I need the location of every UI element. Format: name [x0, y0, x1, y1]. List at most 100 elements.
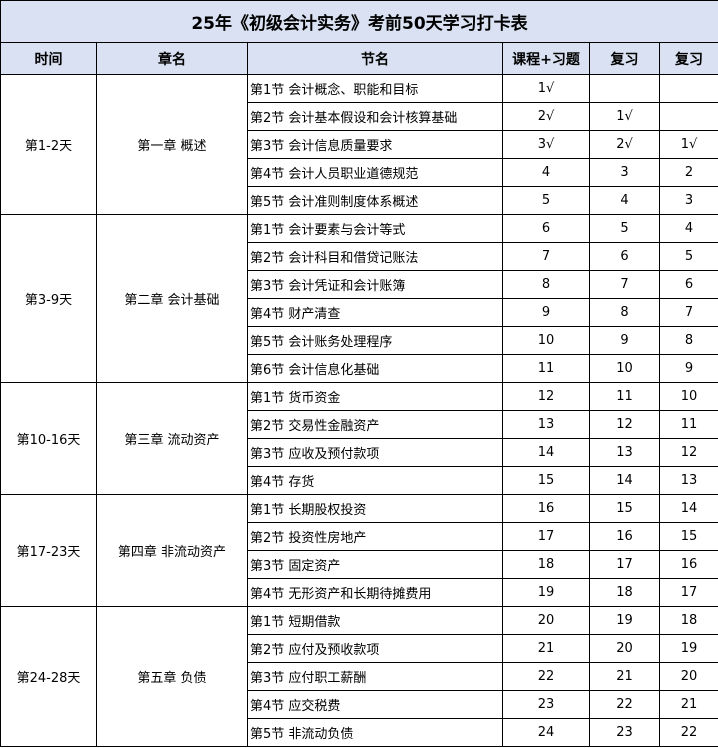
table-row: 第2节 应付及预收款项 21 20 19 — [1, 634, 718, 663]
course-cell: 18 — [502, 550, 590, 579]
section-cell: 第5节 非流动负债 — [247, 718, 503, 747]
section-cell: 第2节 投资性房地产 — [247, 522, 503, 551]
course-cell: 13 — [502, 410, 590, 439]
time-cell: 第24-28天 — [0, 606, 97, 747]
course-cell: 24 — [502, 718, 590, 747]
review-1-cell: 2√ — [589, 130, 660, 159]
review-2-cell: 1√ — [658, 130, 718, 159]
course-cell: 15 — [502, 466, 590, 495]
review-1-cell: 13 — [589, 438, 660, 467]
table-title: 25年《初级会计实务》考前50天学习打卡表 — [0, 0, 718, 43]
table-row: 第17-23天 第四章 非流动资产 第1节 长期股权投资 16 15 14 — [0, 494, 718, 607]
table-row: 第1-2天 第一章 概述 第1节 会计概念、职能和目标 1√ — [0, 74, 718, 215]
header-review-1: 复习 — [589, 42, 660, 75]
review-2-cell: 9 — [658, 354, 718, 383]
time-cell: 第1-2天 — [0, 74, 97, 215]
review-2-cell: 11 — [658, 410, 718, 439]
review-2-cell: 18 — [658, 606, 718, 635]
section-cell: 第1节 短期借款 — [247, 606, 503, 635]
review-2-cell: 2 — [658, 158, 718, 187]
review-2-cell: 8 — [658, 326, 718, 355]
course-cell: 8 — [502, 270, 590, 299]
chapter-cell: 第二章 会计基础 — [96, 214, 248, 383]
course-cell: 1√ — [502, 74, 590, 103]
course-cell: 19 — [502, 578, 590, 607]
table-row: 第4节 会计人员职业道德规范 4 3 2 — [1, 158, 718, 187]
table-row: 第10-16天 第三章 流动资产 第1节 货币资金 12 11 10 — [0, 382, 718, 495]
course-cell: 4 — [502, 158, 590, 187]
review-1-cell: 19 — [589, 606, 660, 635]
review-2-cell: 22 — [658, 718, 718, 747]
review-1-cell: 6 — [589, 242, 660, 271]
section-cell: 第3节 固定资产 — [247, 550, 503, 579]
course-cell: 7 — [502, 242, 590, 271]
course-cell: 12 — [502, 382, 590, 411]
course-cell: 22 — [502, 662, 590, 691]
course-cell: 6 — [502, 214, 590, 243]
review-1-cell: 8 — [589, 298, 660, 327]
section-cell: 第2节 会计基本假设和会计核算基础 — [247, 102, 503, 131]
review-1-cell: 22 — [589, 690, 660, 719]
review-2-cell: 5 — [658, 242, 718, 271]
section-cell: 第6节 会计信息化基础 — [247, 354, 503, 383]
time-cell: 第17-23天 — [0, 494, 97, 607]
header-review-2: 复习 — [658, 42, 718, 75]
review-1-cell: 16 — [589, 522, 660, 551]
course-cell: 21 — [502, 634, 590, 663]
review-2-cell: 10 — [658, 382, 718, 411]
course-cell: 9 — [502, 298, 590, 327]
review-2-cell: 14 — [658, 494, 718, 523]
table-row: 第5节 会计准则制度体系概述 5 4 3 — [1, 186, 718, 215]
review-2-cell: 6 — [658, 270, 718, 299]
course-cell: 16 — [502, 494, 590, 523]
course-cell: 10 — [502, 326, 590, 355]
review-2-cell: 3 — [658, 186, 718, 215]
review-1-cell: 23 — [589, 718, 660, 747]
table-row: 第3-9天 第二章 会计基础 第1节 会计要素与会计等式 6 5 4 — [0, 214, 718, 383]
review-1-cell: 18 — [589, 578, 660, 607]
section-cell: 第2节 应付及预收款项 — [247, 634, 503, 663]
table-row: 第2节 投资性房地产 17 16 15 — [1, 522, 718, 551]
review-1-cell: 12 — [589, 410, 660, 439]
review-1-cell: 11 — [589, 382, 660, 411]
table-row: 第3节 会计信息质量要求 3√ 2√ 1√ — [1, 130, 718, 159]
section-cell: 第4节 应交税费 — [247, 690, 503, 719]
section-cell: 第3节 应付职工薪酬 — [247, 662, 503, 691]
review-2-cell: 15 — [658, 522, 718, 551]
table-row: 第2节 会计科目和借贷记账法 7 6 5 — [1, 242, 718, 271]
table-row: 第3节 应付职工薪酬 22 21 20 — [1, 662, 718, 691]
review-1-cell: 5 — [589, 214, 660, 243]
section-cell: 第4节 存货 — [247, 466, 503, 495]
header-row: 时间 章名 节名 课程+习题 复习 复习 — [0, 42, 718, 75]
review-2-cell — [658, 102, 718, 131]
section-cell: 第3节 应收及预付款项 — [247, 438, 503, 467]
section-cell: 第1节 货币资金 — [247, 382, 503, 411]
course-cell: 5 — [502, 186, 590, 215]
table-row: 第3节 应收及预付款项 14 13 12 — [1, 438, 718, 467]
review-1-cell — [589, 74, 660, 103]
course-cell: 20 — [502, 606, 590, 635]
course-cell: 11 — [502, 354, 590, 383]
section-cell: 第4节 无形资产和长期待摊费用 — [247, 578, 503, 607]
course-cell: 17 — [502, 522, 590, 551]
review-1-cell: 3 — [589, 158, 660, 187]
review-2-cell: 13 — [658, 466, 718, 495]
table-row: 第3节 固定资产 18 17 16 — [1, 550, 718, 579]
section-cell: 第3节 会计凭证和会计账簿 — [247, 270, 503, 299]
table-row: 第2节 交易性金融资产 13 12 11 — [1, 410, 718, 439]
review-2-cell: 7 — [658, 298, 718, 327]
time-cell: 第10-16天 — [0, 382, 97, 495]
review-2-cell — [658, 74, 718, 103]
review-1-cell: 7 — [589, 270, 660, 299]
section-cell: 第1节 会计概念、职能和目标 — [247, 74, 503, 103]
review-1-cell: 15 — [589, 494, 660, 523]
review-2-cell: 20 — [658, 662, 718, 691]
review-2-cell: 4 — [658, 214, 718, 243]
review-1-cell: 17 — [589, 550, 660, 579]
course-cell: 3√ — [502, 130, 590, 159]
header-section: 节名 — [247, 42, 503, 75]
review-1-cell: 4 — [589, 186, 660, 215]
review-1-cell: 14 — [589, 466, 660, 495]
chapter-cell: 第一章 概述 — [96, 74, 248, 215]
table-row: 第2节 会计基本假设和会计核算基础 2√ 1√ — [1, 102, 718, 131]
